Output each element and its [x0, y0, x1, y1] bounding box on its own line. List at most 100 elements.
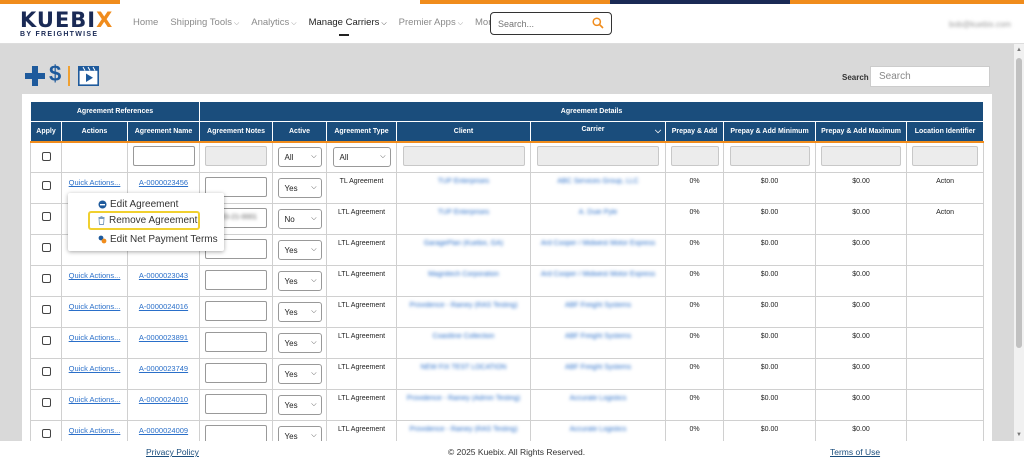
scroll-down-arrow-icon[interactable]: ▼: [1016, 432, 1022, 438]
agreement-name-link[interactable]: A-0000023456: [138, 178, 189, 187]
active-select[interactable]: Yes ⌵: [277, 426, 322, 441]
filter-agreement-name[interactable]: [132, 146, 195, 167]
agreement-notes-input[interactable]: [205, 363, 268, 383]
client-name: TUP Enterprises: [437, 209, 490, 216]
filter-prepay-max[interactable]: [821, 146, 902, 167]
kuebix-logo[interactable]: KUEBIX BY FREIGHTWISE: [20, 10, 122, 40]
agreement-type: LTL Agreement: [326, 234, 398, 266]
apply-checkbox[interactable]: [41, 212, 51, 221]
scroll-up-arrow-icon[interactable]: ▲: [1016, 47, 1022, 53]
chevron-down-icon: ⌵: [311, 308, 317, 315]
user-account-menu[interactable]: bob@kuebix.com: [949, 20, 1011, 29]
agreement-notes-input[interactable]: [205, 301, 268, 321]
column-header-prepay-add[interactable]: Prepay & Add: [665, 121, 725, 143]
quick-actions-link[interactable]: Quick Actions...: [68, 271, 121, 280]
agreement-name-link[interactable]: A-0000023891: [138, 333, 189, 342]
agreement-notes-input[interactable]: [205, 425, 268, 441]
apply-checkbox[interactable]: [41, 181, 51, 190]
active-select[interactable]: Yes ⌵: [277, 302, 322, 322]
filter-prepay-min[interactable]: [729, 146, 810, 167]
column-header-agreement-notes[interactable]: Agreement Notes: [199, 121, 274, 143]
apply-checkbox[interactable]: [41, 274, 51, 283]
menu-item-remove-agreement[interactable]: Remove Agreement: [97, 215, 197, 226]
table-row: Quick Actions... A-0000023749 Yes ⌵ LTL Agre…: [30, 358, 985, 390]
filter-client[interactable]: [402, 146, 525, 167]
column-header-active[interactable]: Active: [272, 121, 328, 143]
filter-agreement-notes[interactable]: [205, 146, 268, 167]
active-select[interactable]: Yes ⌵: [277, 271, 322, 291]
quick-actions-link[interactable]: Quick Actions...: [68, 302, 121, 311]
menu-item-edit-net-payment-terms[interactable]: Edit Net Payment Terms: [98, 234, 218, 245]
active-select[interactable]: Yes ⌵: [277, 395, 322, 415]
column-header-prepay-add-maximum[interactable]: Prepay & Add Maximum: [815, 121, 908, 143]
chevron-down-icon: ⌵: [311, 215, 317, 222]
apply-checkbox[interactable]: [41, 336, 51, 345]
agreement-notes-input[interactable]: [205, 332, 268, 352]
quick-actions-link[interactable]: Quick Actions...: [68, 426, 121, 435]
filter-location[interactable]: [912, 146, 979, 167]
prepay-add-minimum: $0.00: [723, 296, 817, 328]
table-search-input[interactable]: Search: [870, 66, 990, 87]
filter-active-select[interactable]: All ⌵: [277, 147, 322, 168]
active-select[interactable]: Yes ⌵: [277, 178, 322, 198]
prepay-add-maximum: $0.00: [815, 172, 908, 204]
apply-checkbox[interactable]: [41, 398, 51, 407]
chevron-down-icon: ⌵: [291, 20, 297, 27]
agreement-notes-input[interactable]: [205, 177, 268, 197]
apply-checkbox[interactable]: [41, 429, 51, 438]
prepay-add: 0%: [665, 234, 725, 266]
apply-all-checkbox[interactable]: [41, 151, 51, 161]
column-header-location-identifier[interactable]: Location Identifier: [906, 121, 985, 143]
header-search-box[interactable]: [490, 12, 612, 35]
agreement-notes-input[interactable]: [205, 270, 268, 290]
agreement-name-link[interactable]: A-0000024010: [138, 395, 189, 404]
client-name: NEW FIX TEST LOCATION: [420, 364, 507, 371]
location-identifier: Acton: [906, 172, 985, 204]
nav-item-analytics[interactable]: Analytics ⌵: [251, 17, 297, 28]
agreement-name-link[interactable]: A-0000024009: [138, 426, 189, 435]
column-header-prepay-add-minimum[interactable]: Prepay & Add Minimum: [723, 121, 817, 143]
header-search-input[interactable]: [498, 14, 593, 34]
video-tutorial-icon[interactable]: [78, 66, 99, 86]
agreement-notes-input[interactable]: [205, 394, 268, 414]
apply-checkbox[interactable]: [41, 367, 51, 376]
column-header-apply[interactable]: Apply: [30, 121, 62, 143]
filter-prepay[interactable]: [670, 146, 719, 167]
terms-of-use-link[interactable]: Terms of Use: [830, 447, 881, 457]
nav-item-manage-carriers[interactable]: Manage Carriers ⌵: [308, 17, 387, 36]
chevron-down-icon[interactable]: ⌵: [654, 126, 662, 136]
apply-checkbox[interactable]: [41, 305, 51, 314]
column-header-agreement-name[interactable]: Agreement Name: [126, 121, 201, 143]
apply-checkbox[interactable]: [41, 243, 51, 252]
agreement-name-link[interactable]: A-0000023043: [138, 271, 189, 280]
dollar-icon[interactable]: $: [49, 61, 62, 86]
search-icon[interactable]: [592, 17, 604, 29]
agreement-type: LTL Agreement: [326, 265, 398, 297]
active-select[interactable]: Yes ⌵: [277, 364, 322, 384]
quick-actions-link[interactable]: Quick Actions...: [68, 333, 121, 342]
add-agreement-icon[interactable]: [25, 66, 45, 86]
quick-actions-link[interactable]: Quick Actions...: [68, 364, 121, 373]
quick-actions-link[interactable]: Quick Actions...: [68, 178, 121, 187]
agreement-name-link[interactable]: A-0000024016: [138, 302, 189, 311]
filter-type-select[interactable]: All ⌵: [332, 147, 391, 168]
scrollbar-thumb[interactable]: [1016, 58, 1022, 348]
top-color-strip: [0, 0, 1024, 4]
active-select[interactable]: Yes ⌵: [277, 333, 322, 353]
column-header-actions[interactable]: Actions: [61, 121, 128, 143]
location-identifier: [906, 420, 985, 441]
nav-item-home[interactable]: Home: [133, 17, 159, 28]
column-header-client[interactable]: Client: [396, 121, 532, 143]
active-select[interactable]: No ⌵: [277, 209, 322, 229]
column-header-agreement-type[interactable]: Agreement Type: [326, 121, 398, 143]
agreement-name-link[interactable]: A-0000023749: [138, 364, 189, 373]
nav-item-shipping-tools[interactable]: Shipping Tools ⌵: [170, 17, 240, 28]
column-header-carrier[interactable]: Carrier ⌵: [530, 121, 667, 143]
filter-carrier[interactable]: [537, 146, 660, 167]
active-select[interactable]: Yes ⌵: [277, 240, 322, 260]
privacy-policy-link[interactable]: Privacy Policy: [146, 447, 199, 457]
menu-item-edit-agreement[interactable]: Edit Agreement: [98, 199, 178, 210]
quick-actions-link[interactable]: Quick Actions...: [68, 395, 121, 404]
prepay-add: 0%: [665, 172, 725, 204]
nav-item-premier-apps[interactable]: Premier Apps ⌵: [398, 17, 464, 28]
